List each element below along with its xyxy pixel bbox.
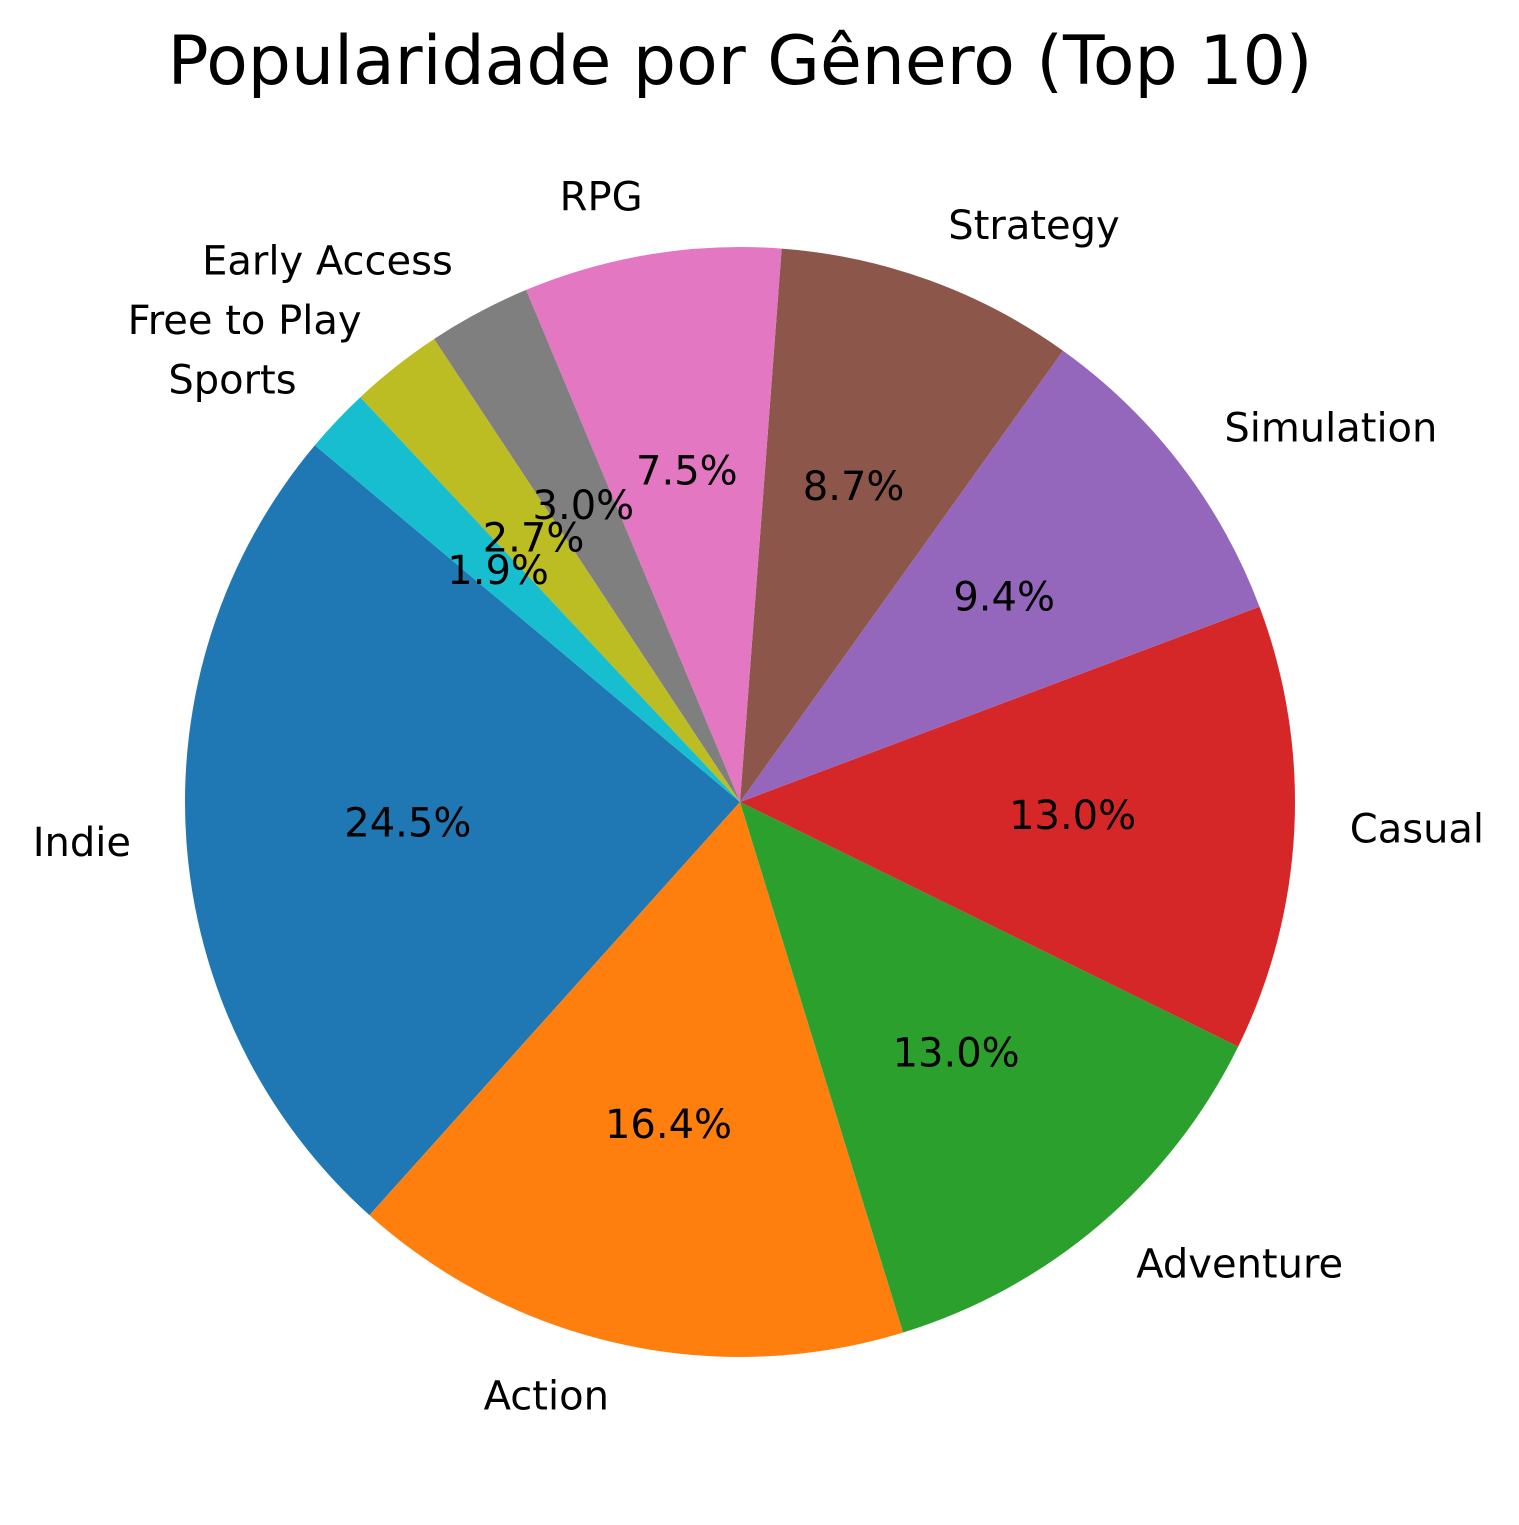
slice-early-access [434,289,740,802]
label-sports: Sports [168,357,296,403]
slice-indie [185,445,740,1216]
pct-simulation: 9.4% [953,574,1055,620]
pct-sports: 1.9% [447,548,549,594]
pct-free-to-play: 2.7% [483,516,585,562]
pct-indie: 24.5% [344,801,471,847]
slice-labels: Indie Action Adventure Casual Simulation Stra… [33,174,1484,1419]
pct-early-access: 3.0% [533,483,635,529]
label-rpg: RPG [560,174,643,220]
pct-action: 16.4% [605,1102,732,1148]
slice-action [369,802,904,1358]
pct-rpg: 7.5% [636,448,738,494]
label-simulation: Simulation [1224,405,1437,451]
pct-strategy: 8.7% [803,464,905,510]
pie-slices [185,247,1296,1358]
slice-casual [740,606,1296,1047]
slice-free-to-play [360,338,740,802]
slice-strategy [740,248,1064,802]
pct-adventure: 13.0% [893,1030,1020,1076]
slice-rpg [526,247,782,802]
pct-casual: 13.0% [1009,793,1136,839]
label-early-access: Early Access [202,238,453,284]
label-casual: Casual [1350,807,1484,853]
label-adventure: Adventure [1136,1241,1343,1287]
label-strategy: Strategy [948,203,1119,249]
slice-sports [314,397,740,802]
label-free-to-play: Free to Play [128,298,362,344]
slice-simulation [740,350,1260,802]
label-indie: Indie [33,820,131,866]
slice-adventure [740,802,1239,1333]
chart-title: Popularidade por Gênero (Top 10) [168,22,1313,101]
slice-percent-labels: 24.5% 16.4% 13.0% 13.0% 9.4% 8.7% 7.5%3.0%2.7%… [344,448,1136,1148]
label-action: Action [484,1373,609,1419]
